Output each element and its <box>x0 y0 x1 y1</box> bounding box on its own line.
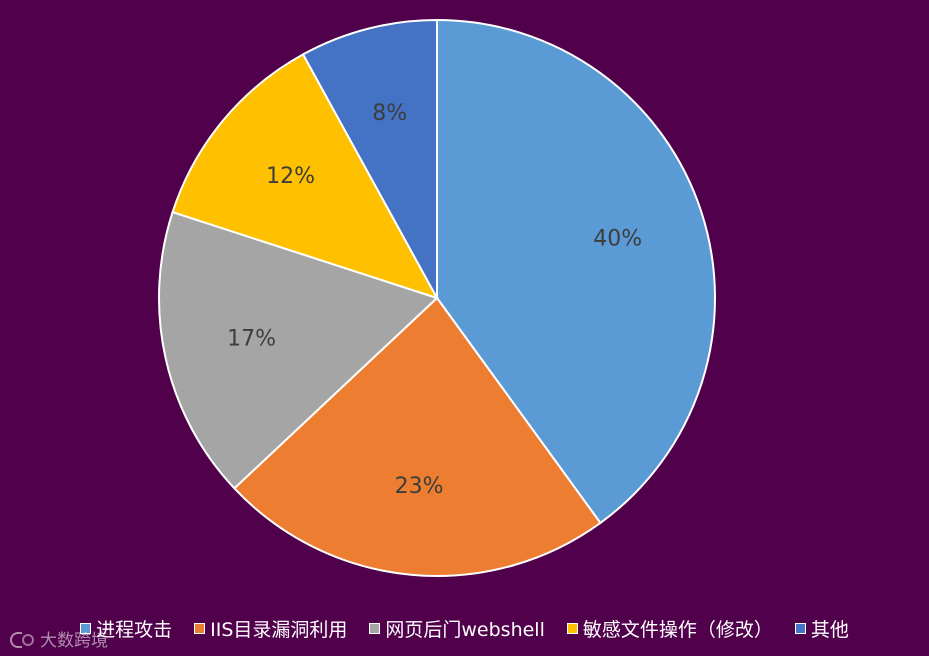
pie-data-label-2: 23% <box>395 474 444 499</box>
legend-item-4: 敏感文件操作（修改） <box>566 615 773 642</box>
pie-data-label-4: 12% <box>266 164 315 189</box>
legend-swatch-5 <box>794 622 806 634</box>
pie-labels: 40% 23% 17% 12% 8% <box>227 101 642 499</box>
legend-label-4: 敏感文件操作（修改） <box>582 618 773 641</box>
legend-item-5: 其他 <box>794 615 849 642</box>
pie-data-label-5: 8% <box>372 101 407 126</box>
legend-label-1: 进程攻击 <box>96 618 173 641</box>
pie-slice-1 <box>436 18 716 525</box>
legend-label-2: IIS目录漏洞利用 <box>210 618 348 641</box>
chart-legend: 进程攻击 IIS目录漏洞利用 网页后门webshell 敏感文件操作（修改） 其他 <box>0 614 929 642</box>
pie-slice-5 <box>301 18 438 299</box>
watermark: 大数跨境 <box>8 626 108 651</box>
legend-swatch-3 <box>369 622 381 634</box>
watermark-text: 大数跨境 <box>40 631 108 651</box>
watermark-logo-icon <box>8 630 34 648</box>
legend-swatch-1 <box>80 622 92 634</box>
legend-swatch-2 <box>194 622 206 634</box>
legend-swatch-4 <box>566 622 578 634</box>
pie-slice-4 <box>171 53 440 300</box>
legend-item-2: IIS目录漏洞利用 <box>194 615 347 642</box>
legend-label-5: 其他 <box>810 618 849 641</box>
pie-slices <box>158 18 716 577</box>
pie-slice-2 <box>232 296 602 577</box>
pie-slice-3 <box>158 210 439 490</box>
legend-item-3: 网页后门webshell <box>369 615 545 642</box>
pie-data-label-1: 40% <box>593 226 642 251</box>
pie-data-label-3: 17% <box>227 326 276 351</box>
legend-item-1: 进程攻击 <box>80 615 172 642</box>
legend-label-3: 网页后门webshell <box>385 618 545 641</box>
